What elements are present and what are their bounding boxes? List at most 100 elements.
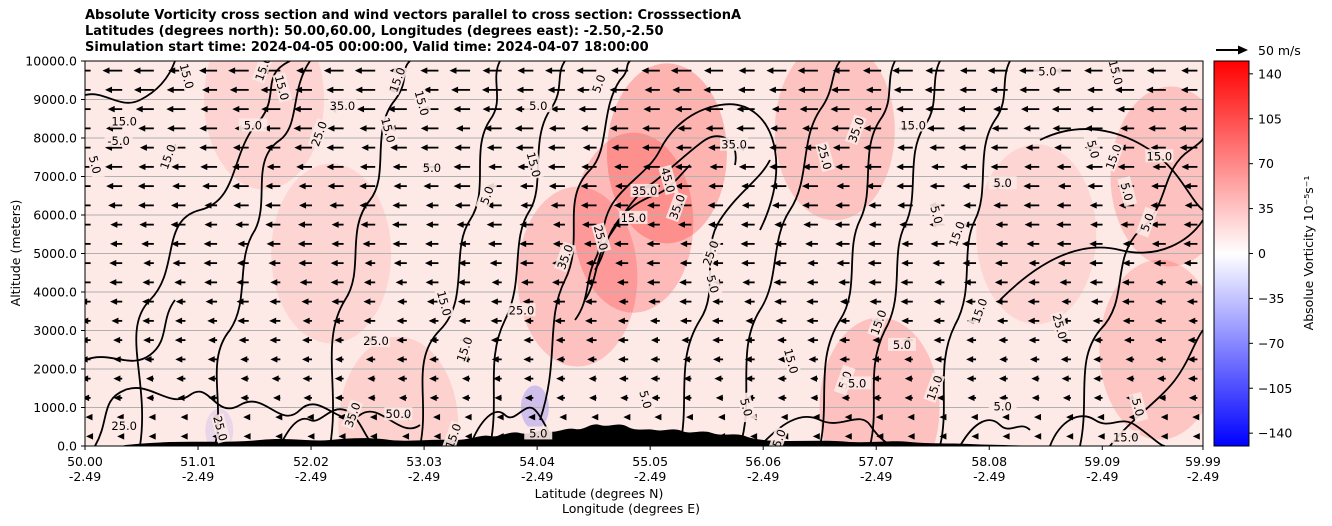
wind-arrow: [844, 413, 852, 421]
svg-text:5.0: 5.0: [893, 338, 911, 352]
colorbar-tick-label: −70: [1258, 336, 1284, 351]
wind-arrow: [750, 433, 758, 440]
y-tick-label: 9000.0: [33, 92, 77, 107]
wind-arrow: [240, 394, 249, 402]
wind-arrow: [1186, 298, 1198, 305]
wind-arrow: [229, 86, 249, 94]
wind-arrow: [299, 279, 312, 286]
wind-arrow: [228, 67, 249, 74]
x-tick-label-lon: -2.49: [295, 469, 327, 484]
contour-label: 5.0: [1135, 206, 1158, 238]
wind-arrow: [966, 336, 977, 344]
wind-arrow: [393, 259, 407, 267]
svg-text:25.0: 25.0: [363, 334, 389, 348]
wind-arrow: [996, 317, 1008, 325]
wind-arrow: [556, 356, 565, 363]
wind-arrow: [797, 67, 818, 74]
colorbar-tick-label: 0: [1258, 246, 1266, 261]
contour-line: [85, 299, 176, 362]
wind-arrow: [616, 279, 629, 286]
wind-arrow: [714, 375, 724, 382]
wind-arrow: [1087, 182, 1103, 190]
wind-arrow: [609, 125, 629, 132]
wind-arrow: [685, 413, 693, 421]
svg-text:5.0: 5.0: [1038, 65, 1056, 79]
wind-arrow: [1052, 125, 1071, 132]
wind-arrow: [555, 336, 565, 344]
wind-arrow: [269, 317, 281, 325]
wind-arrow: [993, 202, 1008, 209]
chart-title-line-1: Absolute Vorticity cross section and win…: [85, 8, 742, 23]
wind-arrow: [204, 279, 218, 286]
wind-arrow: [293, 125, 312, 132]
wind-arrow: [772, 202, 787, 209]
wind-arrow: [907, 413, 915, 421]
wind-arrow: [490, 317, 502, 325]
wind-arrow: [1155, 356, 1166, 363]
wind-arrow: [713, 356, 724, 363]
wind-arrow: [576, 67, 597, 74]
wind-arrow: [808, 356, 818, 363]
contour-label: 15.0: [412, 87, 433, 119]
svg-text:5.0: 5.0: [737, 397, 755, 418]
y-tick-label: 3000.0: [33, 323, 77, 338]
contour-label: 15.0: [619, 210, 648, 225]
terrain: [85, 424, 1040, 446]
wind-arrow: [993, 105, 1008, 113]
wind-arrow: [275, 413, 283, 421]
wind-arrow: [838, 279, 850, 286]
wind-arrow: [1183, 240, 1198, 248]
wind-arrow: [896, 163, 913, 171]
vorticity-blob: [976, 144, 1097, 325]
wind-arrow: [208, 394, 218, 402]
wind-arrow: [102, 67, 123, 74]
wind-arrow: [338, 413, 346, 421]
wind-arrow: [85, 262, 91, 265]
contour-label: 35.0: [630, 183, 659, 198]
colorbar-tick-label: −140: [1258, 426, 1292, 441]
wind-arrow: [425, 279, 439, 286]
wind-arrow: [265, 144, 281, 151]
wind-arrow: [519, 259, 534, 267]
contour-label: 5.0: [1128, 391, 1149, 423]
wind-arrow: [143, 259, 154, 267]
wind-arrow: [1187, 336, 1198, 344]
wind-arrow: [587, 356, 597, 363]
wind-arrow: [1028, 279, 1040, 286]
wind-arrow: [545, 67, 565, 74]
wind-arrow: [458, 317, 471, 325]
wind-arrow: [148, 413, 156, 421]
x-tick-label-lat: 59.09: [1084, 454, 1120, 469]
wind-arrow: [85, 394, 91, 402]
wind-arrow: [1084, 67, 1103, 74]
wind-arrow: [367, 394, 376, 402]
wind-arrow: [865, 86, 882, 94]
wind-arrow: [1152, 163, 1166, 171]
wind-arrow: [679, 279, 692, 286]
wind-arrow: [591, 413, 599, 421]
wind-arrow: [482, 105, 502, 113]
wind-arrow: [170, 221, 186, 228]
wind-arrow: [871, 356, 882, 363]
wind-arrow: [1146, 67, 1166, 74]
svg-text:15.0: 15.0: [1147, 149, 1173, 163]
wind-arrow: [429, 394, 439, 402]
wind-arrow: [172, 259, 186, 267]
wind-arrow: [264, 202, 281, 209]
wind-arrow: [839, 298, 850, 305]
wind-arrow: [85, 69, 91, 72]
quiver-key: 50 m/s: [1216, 43, 1301, 58]
wind-arrow: [1002, 413, 1010, 421]
wind-arrow: [330, 279, 344, 286]
wind-arrow: [1124, 336, 1135, 344]
svg-text:15.0: 15.0: [434, 289, 454, 317]
wind-arrow: [831, 125, 850, 132]
wind-arrow: [429, 336, 439, 344]
svg-text:15.0: 15.0: [111, 115, 137, 129]
wind-arrow: [199, 144, 218, 151]
wind-arrow: [1029, 356, 1040, 363]
wind-arrow: [85, 298, 91, 305]
wind-arrow: [420, 144, 439, 151]
axes: 0.0 1000.0 2000.0 3000.0 4000.0 5000.0 6000.0 7…: [25, 54, 1221, 485]
svg-text:15.0: 15.0: [378, 116, 398, 144]
